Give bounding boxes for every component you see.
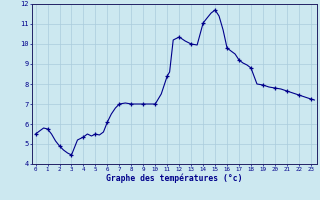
X-axis label: Graphe des températures (°c): Graphe des températures (°c) [106, 174, 243, 183]
